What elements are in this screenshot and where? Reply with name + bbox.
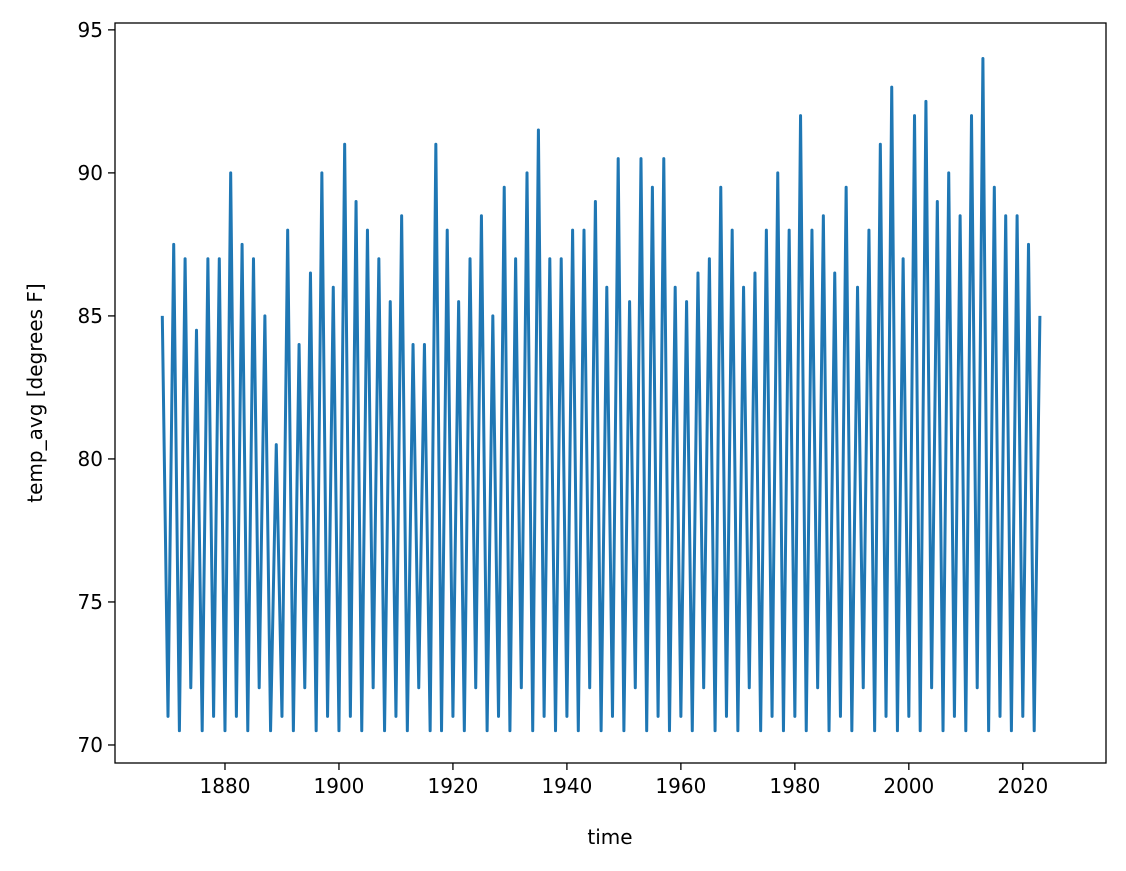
x-tick-label: 1900 xyxy=(314,774,365,798)
x-tick-label: 1960 xyxy=(655,774,706,798)
y-tick-label: 95 xyxy=(78,18,103,42)
y-axis-label: temp_avg [degrees F] xyxy=(23,283,47,502)
x-tick-label: 1980 xyxy=(769,774,820,798)
y-tick-label: 70 xyxy=(78,733,103,757)
y-tick-label: 75 xyxy=(78,590,103,614)
x-tick-label: 1920 xyxy=(427,774,478,798)
x-axis-label: time xyxy=(587,825,632,849)
x-tick-label: 1940 xyxy=(541,774,592,798)
y-tick-label: 90 xyxy=(78,161,103,185)
y-tick-label: 80 xyxy=(78,447,103,471)
x-tick-label: 1880 xyxy=(200,774,251,798)
data-line xyxy=(160,56,1042,733)
x-tick-label: 2020 xyxy=(997,774,1048,798)
x-tick-label: 2000 xyxy=(883,774,934,798)
plot-frame xyxy=(114,22,1107,764)
y-tick-label: 85 xyxy=(78,304,103,328)
